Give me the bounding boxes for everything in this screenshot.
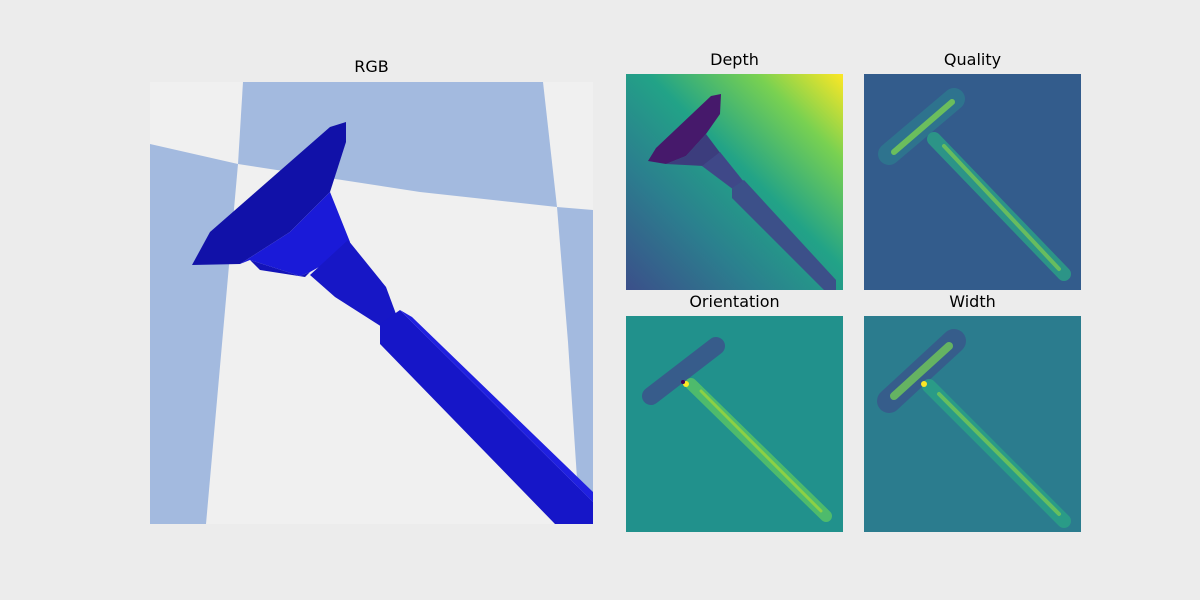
depth-image (626, 74, 843, 290)
quality-image (864, 74, 1081, 290)
rgb-title: RGB (354, 57, 389, 76)
rgb-image (150, 82, 593, 524)
width-image (864, 316, 1081, 532)
orientation-title: Orientation (689, 292, 780, 311)
width-title: Width (949, 292, 996, 311)
quality-title: Quality (943, 50, 1002, 69)
depth-title: Depth (710, 50, 759, 69)
orientation-image (626, 316, 843, 532)
